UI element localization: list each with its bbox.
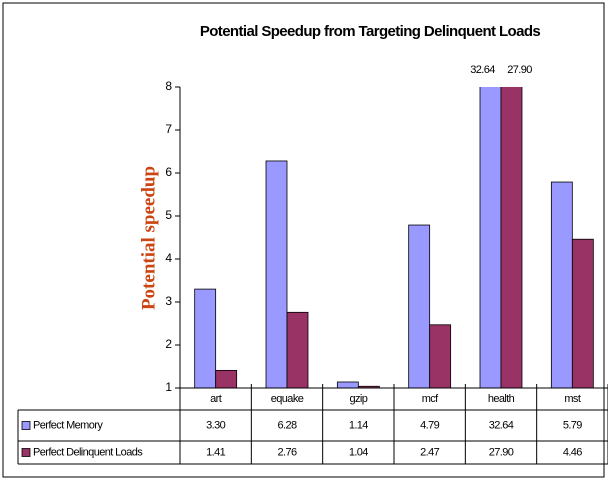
x-tick-label: gzip <box>349 393 367 405</box>
bar <box>265 160 288 388</box>
y-tick-label: 4 <box>165 251 172 265</box>
y-tick-label: 3 <box>165 294 172 308</box>
legend-swatch <box>21 448 31 457</box>
y-tick-label: 7 <box>165 122 172 136</box>
bar <box>479 87 502 388</box>
table-value: 2.47 <box>420 446 439 458</box>
x-tick-label: art <box>210 393 222 405</box>
data-label: 32.64 <box>470 64 495 76</box>
x-tick-label: mcf <box>422 393 439 405</box>
bar <box>429 324 452 388</box>
y-tick-label: 6 <box>165 165 172 179</box>
y-tick-label: 2 <box>165 337 172 351</box>
table-value: 1.04 <box>349 446 368 458</box>
legend-label: Perfect Memory <box>33 419 103 431</box>
x-tick-label: equake <box>271 393 304 405</box>
bar <box>194 288 217 388</box>
y-axis-label: Potential speedup <box>138 166 159 310</box>
table-value: 4.46 <box>563 446 582 458</box>
legend-label: Perfect Delinquent Loads <box>33 446 143 458</box>
bar <box>286 311 309 388</box>
bar <box>408 224 431 388</box>
y-tick-label: 5 <box>165 208 172 222</box>
y-tick-label: 1 <box>165 380 172 394</box>
table-value: 1.14 <box>349 419 368 431</box>
legend-swatch <box>21 421 31 430</box>
table-value: 3.30 <box>206 419 225 431</box>
table-value: 27.90 <box>489 446 514 458</box>
table-value: 4.79 <box>420 419 439 431</box>
bar <box>571 238 594 388</box>
chart-title: Potential Speedup from Targeting Delinqu… <box>200 23 541 40</box>
table-value: 32.64 <box>489 419 514 431</box>
bar <box>215 369 238 388</box>
data-label: 27.90 <box>507 64 532 76</box>
bar <box>550 181 573 388</box>
table-value: 5.79 <box>563 419 582 431</box>
x-tick-label: health <box>488 393 515 405</box>
bars <box>194 87 594 388</box>
x-tick-label: mst <box>564 393 580 405</box>
bar <box>336 381 359 388</box>
y-tick-label: 8 <box>165 79 172 93</box>
table-value: 6.28 <box>277 419 296 431</box>
table-value: 2.76 <box>277 446 296 458</box>
table-value: 1.41 <box>206 446 225 458</box>
